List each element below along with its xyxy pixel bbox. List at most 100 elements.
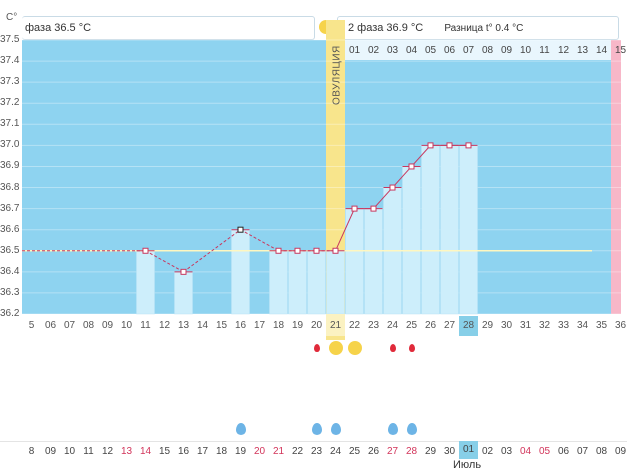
phase2-day-label: 05 <box>424 45 437 56</box>
x-tick-label: 32 <box>538 320 551 331</box>
calendar-day[interactable]: 05 <box>538 446 551 457</box>
calendar-day[interactable]: 04 <box>519 446 532 457</box>
y-tick-label: 36.6 <box>0 223 20 235</box>
x-tick-label: 30 <box>500 320 513 331</box>
temperature-chart: ОВУЛЯЦИЯ <box>22 20 621 340</box>
temperature-line-segment <box>335 208 355 251</box>
x-tick-label: 31 <box>519 320 532 331</box>
phase2-day-label: 03 <box>386 45 399 56</box>
temperature-point-13 <box>180 268 187 275</box>
temperature-bar-20 <box>307 250 326 315</box>
phase2-label: 2 фаза 36.9 °C <box>348 22 424 34</box>
temperature-line-segment <box>240 229 279 252</box>
calendar-day[interactable]: 28 <box>405 446 418 457</box>
phase2-box: 2 фаза 36.9 °C Разница t° 0.4 °C <box>337 16 619 40</box>
water-drop-icon <box>235 423 246 435</box>
phase2-day-label: 11 <box>539 45 550 56</box>
blood-drop-icon <box>313 344 320 352</box>
temperature-bar-19 <box>288 250 307 315</box>
calendar-day[interactable]: 03 <box>500 446 513 457</box>
calendar-day[interactable]: 8 <box>28 446 35 457</box>
calendar-day[interactable]: 22 <box>291 446 304 457</box>
calendar-day[interactable]: 16 <box>177 446 190 457</box>
x-tick-label: 14 <box>196 320 209 331</box>
x-tick-label: 21 <box>329 320 342 331</box>
calendar-day[interactable]: 12 <box>101 446 114 457</box>
calendar-day[interactable]: 20 <box>253 446 266 457</box>
calendar-day[interactable]: 24 <box>329 446 342 457</box>
y-tick-label: 36.9 <box>0 160 20 172</box>
temperature-bar-18 <box>269 250 288 315</box>
phase2-day-label: 04 <box>405 45 418 56</box>
temperature-bar-25 <box>402 166 421 315</box>
sun-icon <box>347 341 362 355</box>
temperature-point-19 <box>294 247 301 254</box>
y-unit-label: C° <box>6 12 18 23</box>
temperature-bar-23 <box>364 208 383 315</box>
temperature-bar-21 <box>326 250 345 315</box>
x-tick-label: 15 <box>215 320 228 331</box>
temperature-line-segment <box>183 229 241 273</box>
phase2-day-label: 13 <box>576 45 589 56</box>
x-tick-label: 29 <box>481 320 494 331</box>
x-tick-label: 19 <box>291 320 304 331</box>
calendar-day[interactable]: 18 <box>215 446 228 457</box>
calendar-day[interactable]: 02 <box>481 446 494 457</box>
temperature-point-18 <box>275 247 282 254</box>
temperature-point-23 <box>370 205 377 212</box>
calendar-day[interactable]: 10 <box>63 446 76 457</box>
x-tick-label: 17 <box>253 320 266 331</box>
phase2-day-label: 02 <box>367 45 380 56</box>
cycle-end-column <box>611 40 621 314</box>
y-tick-label: 37.5 <box>0 34 20 45</box>
calendar-day[interactable]: 23 <box>310 446 323 457</box>
temperature-point-11 <box>142 247 149 254</box>
calendar-day[interactable]: 26 <box>367 446 380 457</box>
ovulation-label: ОВУЛЯЦИЯ <box>332 45 343 105</box>
x-tick-label: 16 <box>234 320 247 331</box>
calendar-day[interactable]: 17 <box>196 446 209 457</box>
calendar-day[interactable]: 27 <box>386 446 399 457</box>
x-tick-label: 33 <box>557 320 570 331</box>
calendar-day[interactable]: 19 <box>234 446 247 457</box>
calendar-day[interactable]: 14 <box>139 446 152 457</box>
calendar-day[interactable]: 15 <box>158 446 171 457</box>
y-tick-label: 37.4 <box>0 55 20 67</box>
x-tick-label: 34 <box>576 320 589 331</box>
water-drop-icon <box>311 423 322 435</box>
difference-label: Разница t° 0.4 °C <box>444 23 524 34</box>
phase2-day-label: 10 <box>519 45 532 56</box>
calendar-day[interactable]: 13 <box>120 446 133 457</box>
x-tick-label: 36 <box>614 320 627 331</box>
calendar-day[interactable]: 06 <box>557 446 570 457</box>
temperature-point-16 <box>237 226 244 233</box>
calendar-day[interactable]: 30 <box>443 446 456 457</box>
calendar-day[interactable]: 09 <box>44 446 57 457</box>
y-tick-label: 37.2 <box>0 97 20 109</box>
y-tick-label: 36.2 <box>0 308 20 319</box>
calendar-day[interactable]: 25 <box>348 446 361 457</box>
y-tick-label: 37.0 <box>0 139 20 151</box>
x-tick-label: 11 <box>140 320 151 331</box>
x-tick-label: 09 <box>101 320 114 331</box>
temperature-point-22 <box>351 205 358 212</box>
x-tick-label: 18 <box>272 320 285 331</box>
y-tick-label: 37.1 <box>0 118 20 130</box>
calendar-day[interactable]: 11 <box>83 446 94 457</box>
calendar-day[interactable]: 29 <box>424 446 437 457</box>
calendar-day[interactable]: 01 <box>459 441 478 459</box>
x-tick-label: 06 <box>44 320 57 331</box>
calendar-day[interactable]: 07 <box>576 446 589 457</box>
calendar-day[interactable]: 09 <box>614 446 627 457</box>
x-tick-label: 24 <box>386 320 399 331</box>
temperature-bar-27 <box>440 145 459 315</box>
temperature-point-25 <box>408 163 415 170</box>
x-tick-label: 35 <box>595 320 608 331</box>
calendar-day[interactable]: 21 <box>272 446 285 457</box>
temperature-point-24 <box>389 184 396 191</box>
temperature-point-28 <box>465 142 472 149</box>
calendar-day[interactable]: 08 <box>595 446 608 457</box>
phase2-day-label: 07 <box>462 45 475 56</box>
sun-icon <box>328 341 343 355</box>
y-tick-label: 37.3 <box>0 76 20 88</box>
